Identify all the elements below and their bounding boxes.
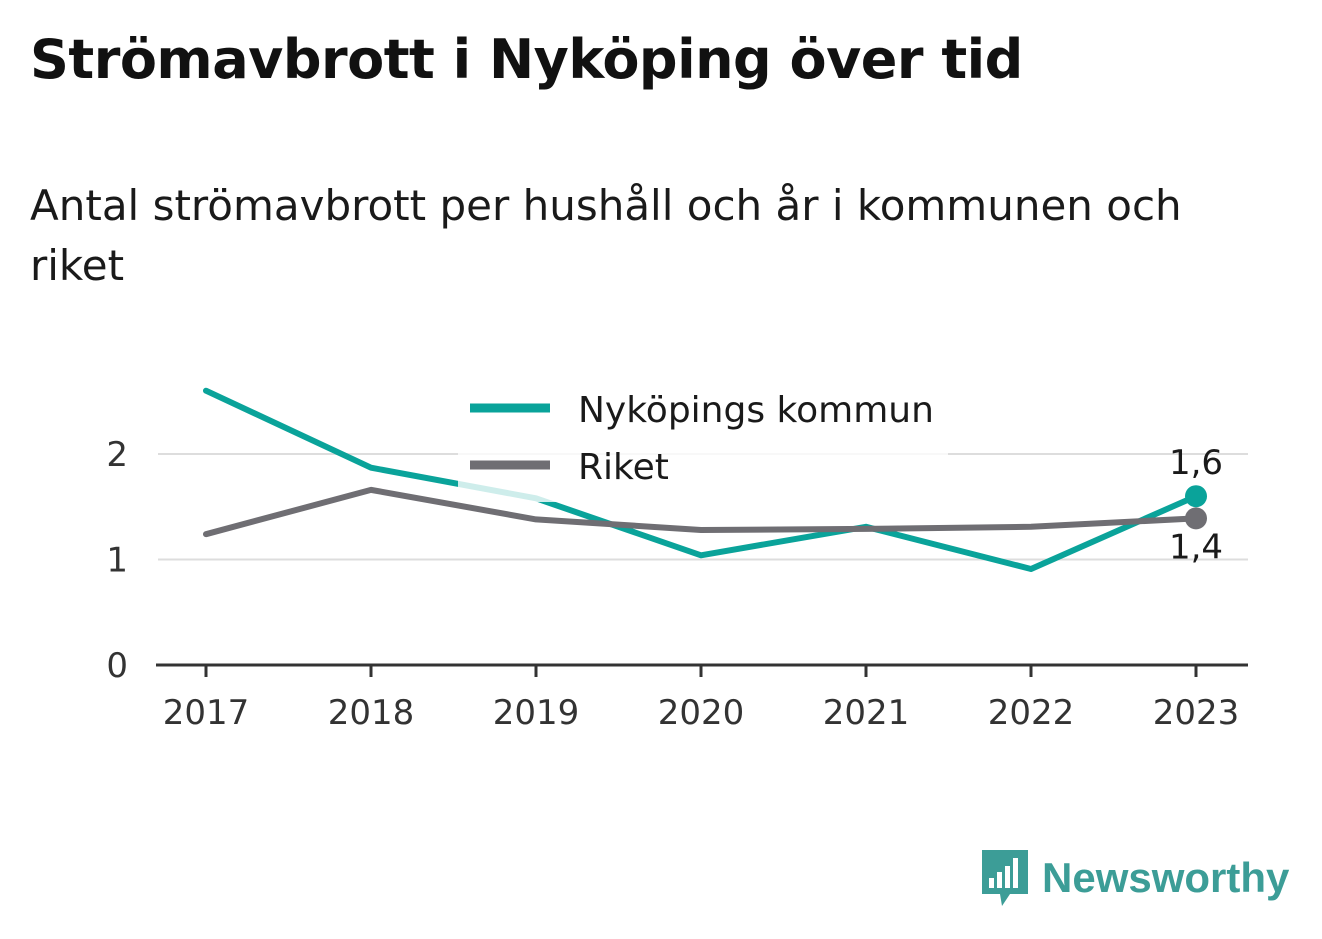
newsworthy-logo: Newsworthy bbox=[980, 848, 1289, 908]
y-tick-label: 2 bbox=[106, 435, 128, 475]
y-tick-label: 0 bbox=[106, 646, 128, 686]
x-tick-label: 2018 bbox=[328, 693, 415, 733]
y-tick-label: 1 bbox=[106, 541, 128, 581]
x-tick-label: 2021 bbox=[823, 693, 910, 733]
x-tick-label: 2020 bbox=[658, 693, 745, 733]
brand-name: Newsworthy bbox=[1042, 854, 1290, 901]
legend-label-riket: Riket bbox=[578, 447, 669, 488]
legend: Nyköpings kommun Riket bbox=[458, 384, 948, 502]
line-chart: 012 Nyköpings kommun Riket 1,61,4 2017 20… bbox=[106, 384, 1248, 733]
chart-title: Strömavbrott i Nyköping över tid bbox=[30, 28, 1023, 91]
series-line-nykoping bbox=[203, 387, 1199, 572]
series-lines bbox=[203, 387, 1199, 572]
end-markers: 1,6 1,4 bbox=[1169, 443, 1223, 567]
end-point-riket bbox=[1185, 507, 1207, 530]
x-axis: 2017 2018 2019 2020 2021 2022 2023 bbox=[156, 663, 1248, 733]
legend-label-nykoping: Nyköpings kommun bbox=[578, 390, 934, 431]
bar-chart-speech-bubble-icon bbox=[982, 850, 1028, 906]
x-tick-label: 2022 bbox=[988, 693, 1075, 733]
data-label-nykoping: 1,6 bbox=[1169, 443, 1223, 483]
chart-subtitle: Antal strömavbrott per hushåll och år i … bbox=[30, 181, 1182, 290]
data-label-riket: 1,4 bbox=[1169, 527, 1223, 567]
series-line-riket bbox=[203, 486, 1199, 538]
end-point-nykoping bbox=[1185, 485, 1207, 508]
x-tick-label: 2023 bbox=[1153, 693, 1240, 733]
x-tick-label: 2019 bbox=[493, 693, 580, 733]
x-tick-label: 2017 bbox=[163, 693, 250, 733]
